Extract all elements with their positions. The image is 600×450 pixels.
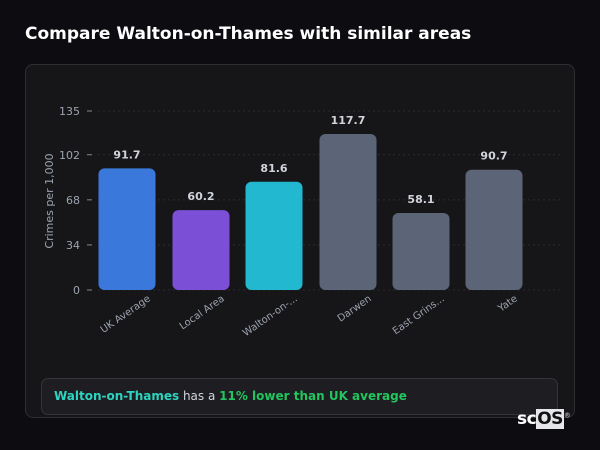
summary-box: Walton-on-Thames has a 11% lower than UK… <box>41 378 558 415</box>
y-axis-label: Crimes per 1,000 <box>43 153 56 248</box>
x-tick-label: Walton-on-... <box>241 293 300 339</box>
summary-text: has a <box>179 389 220 403</box>
y-tick-label: 135 <box>59 105 80 118</box>
page-title: Compare Walton-on-Thames with similar ar… <box>25 24 472 44</box>
bar <box>319 133 377 290</box>
x-tick-label: Local Area <box>178 293 227 332</box>
scos-logo: scOS® <box>517 409 571 429</box>
y-tick-label: 34 <box>66 239 80 252</box>
x-tick-label: UK Average <box>99 293 153 335</box>
bar <box>98 168 156 290</box>
bar <box>392 212 450 290</box>
data-label: 58.1 <box>407 193 434 206</box>
y-tick-label: 102 <box>59 149 80 162</box>
summary-highlight: 11% lower than UK average <box>219 389 407 403</box>
y-tick-label: 0 <box>73 284 80 297</box>
data-label: 117.7 <box>331 114 366 127</box>
data-label: 91.7 <box>113 148 140 161</box>
bar <box>172 210 230 290</box>
data-label: 81.6 <box>260 162 287 175</box>
data-label: 90.7 <box>480 150 507 163</box>
summary-place: Walton-on-Thames <box>54 389 180 403</box>
x-tick-label: East Grins... <box>391 293 447 337</box>
x-tick-label: Darwen <box>336 293 374 324</box>
bar <box>245 181 303 290</box>
data-label: 60.2 <box>187 190 214 203</box>
bar <box>465 169 523 290</box>
y-tick-label: 68 <box>66 194 80 207</box>
x-tick-label: Yate <box>495 293 519 315</box>
